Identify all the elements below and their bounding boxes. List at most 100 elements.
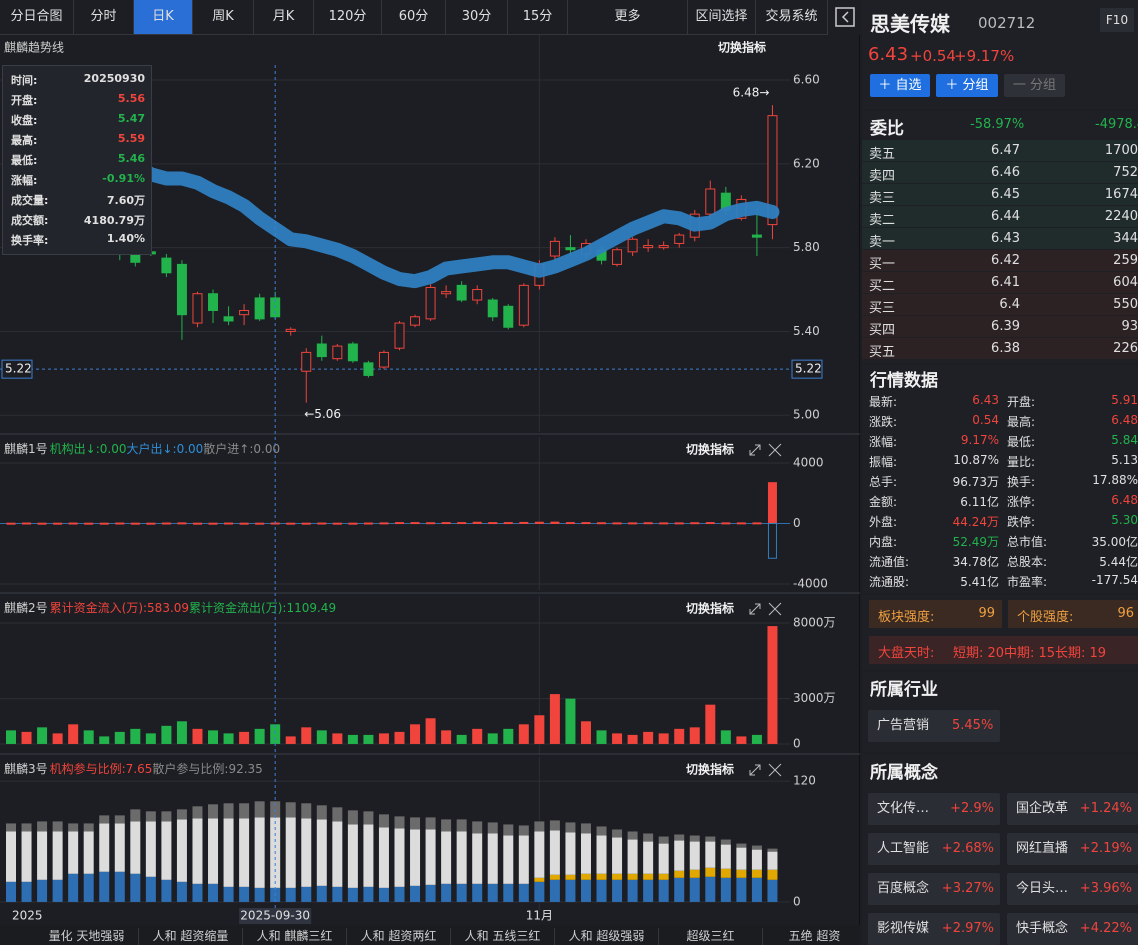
ratio-segment [68, 823, 79, 832]
volume-bar [689, 727, 700, 744]
ratio-segment [363, 886, 374, 902]
ratio-segment [534, 831, 545, 878]
stat-label: 跌停: [1007, 515, 1036, 529]
ratio-segment [720, 844, 731, 869]
book-row [862, 206, 1138, 227]
ratio-segment [767, 848, 778, 852]
legend-entry: 大户出↓:0.00 [126, 441, 203, 456]
action-button[interactable]: ＋ 分组 [936, 74, 998, 97]
tab[interactable]: 分日合图 [0, 0, 74, 35]
volume-bar [658, 733, 669, 744]
ratio-segment [83, 823, 94, 832]
bottom-bar [0, 925, 860, 945]
ref-label-box [791, 359, 823, 379]
indicator-name: 麒麟3号 [4, 761, 48, 776]
indicator-title: 麒麟1号 机构出↓:0.00大户出↓:0.00散户进↑:0.00 [4, 441, 280, 456]
volume-bar [192, 728, 203, 744]
ratio-segment [239, 803, 250, 819]
book-row [862, 184, 1138, 205]
concept-chip[interactable]: 网红直播 +2.19% [1007, 833, 1138, 865]
concept-chip[interactable]: 百度概念 +3.27% [868, 873, 1000, 905]
ratio-segment [627, 839, 638, 874]
flow-bar [503, 522, 513, 525]
flow-bar [767, 482, 777, 524]
flow-bar [239, 522, 249, 525]
flow-bar [286, 522, 296, 525]
y-tick-label: 5.00 [793, 408, 820, 422]
action-button[interactable]: 一 分组 [1004, 74, 1065, 97]
volume-bar [161, 725, 172, 744]
y-tick-label: -4000 [793, 576, 828, 590]
book-row [862, 294, 1138, 315]
tab[interactable]: 更多 [568, 0, 688, 35]
candle-body [549, 240, 560, 257]
ratio-segment [705, 841, 716, 868]
volume-bar [378, 733, 389, 744]
chip-name: 快手概念 [1016, 921, 1069, 936]
ratio-segment [612, 837, 623, 874]
bottom-tab[interactable]: 超级三红 [659, 928, 763, 945]
flow-bar [161, 522, 171, 525]
bottom-tab[interactable]: 人和 超资缩量 [139, 928, 243, 945]
flow-bar [612, 522, 622, 525]
action-button[interactable]: ＋ 自选 [870, 74, 930, 97]
tooltip-value: 5.59 [117, 132, 145, 145]
tab[interactable]: 30分 [446, 0, 508, 35]
concept-chip[interactable]: 今日头… +3.96% [1007, 873, 1138, 905]
ratio-segment [705, 867, 716, 877]
industry-chip[interactable]: 广告营销 5.45% [868, 710, 1000, 742]
change: +0.54 [910, 47, 956, 65]
tab[interactable]: 交易系统 [756, 0, 828, 35]
volume-bar [145, 733, 156, 744]
flow-bar [68, 522, 78, 525]
tab[interactable]: 区间选择 [688, 0, 756, 35]
flow-bar [53, 522, 63, 525]
stat-value: 5.41亿 [960, 575, 999, 589]
indicator-title: 麒麟趋势线 [4, 40, 64, 55]
volume-bar [767, 626, 778, 744]
ratio-segment [627, 873, 638, 880]
book-price: 6.43 [991, 231, 1020, 246]
concept-chip[interactable]: 国企改革 +1.24% [1007, 793, 1138, 825]
y-tick-label: 120 [793, 774, 816, 788]
concept-chip[interactable]: 影视传媒 +2.97% [868, 913, 1000, 945]
tab[interactable]: 月K [254, 0, 314, 35]
bottom-tab[interactable]: 人和 超资两红 [347, 928, 451, 945]
flow-bar [208, 522, 218, 525]
candle-body [767, 115, 778, 226]
stat-value: 5.13 [1111, 453, 1138, 467]
tab[interactable]: 120分 [314, 0, 382, 35]
flow-bar [192, 522, 202, 525]
weibi-diff: -4978.4 [1095, 117, 1138, 132]
candle-body [394, 322, 405, 349]
bottom-tab[interactable]: 人和 麒麟三红 [243, 928, 347, 945]
stat-label: 开盘: [1007, 395, 1036, 409]
tab[interactable]: 周K [193, 0, 254, 35]
indicator-name: 麒麟2号 [4, 600, 48, 615]
ratio-segment [596, 879, 607, 902]
stat-value: 17.88% [1092, 473, 1138, 487]
ratio-segment [689, 841, 700, 870]
tab[interactable]: 日K [134, 0, 193, 35]
book-price: 6.46 [991, 165, 1020, 180]
concept-chip[interactable]: 文化传… +2.9% [868, 793, 1000, 825]
concept-chip[interactable]: 快手概念 +4.22% [1007, 913, 1138, 945]
book-volume: 1674 [1104, 187, 1138, 202]
bottom-tab[interactable]: 人和 超级强弱 [555, 928, 659, 945]
f10-button[interactable]: F10 [1100, 8, 1134, 32]
strength-label: 个股强度: [1017, 610, 1074, 625]
ratio-segment [6, 881, 16, 902]
strength-box [1008, 600, 1138, 628]
tab[interactable]: 15分 [508, 0, 568, 35]
bottom-tab[interactable]: 量化 天地强弱 [35, 928, 139, 945]
ratio-segment [736, 877, 747, 902]
concept-chip[interactable]: 人工智能 +2.68% [868, 833, 1000, 865]
ratio-segment [223, 886, 234, 902]
tooltip-label: 最低: [11, 154, 38, 167]
flow-bar [581, 522, 591, 525]
legend-entry: 累计资金流入(万):583.09 [50, 600, 189, 615]
tab[interactable]: 分时 [74, 0, 134, 35]
bottom-tab[interactable]: 五绝 超资 [763, 928, 867, 945]
bottom-tab[interactable]: 人和 五线三红 [451, 928, 555, 945]
tab[interactable]: 60分 [382, 0, 446, 35]
